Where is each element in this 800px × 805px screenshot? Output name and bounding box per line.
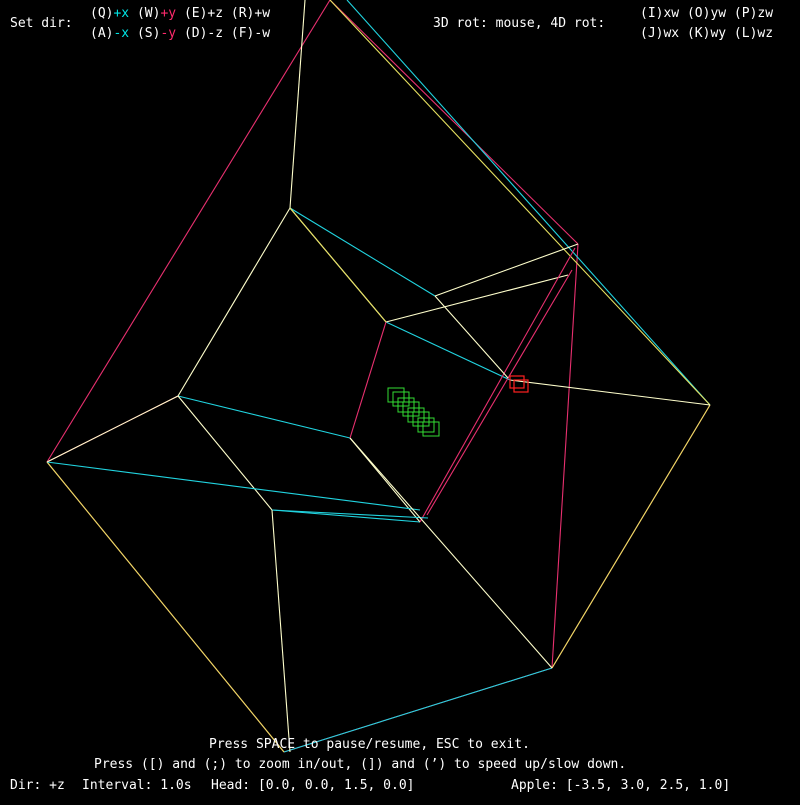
dir-minus-z: -z [207,26,224,41]
dir-plus-z: +z [207,6,224,21]
snake-segment [412,411,430,427]
snake-segment [422,421,440,437]
tesseract-edge [46,461,285,753]
tesseract-edge [551,243,579,669]
tesseract-edge [46,461,421,511]
tesseract-edge [289,207,436,297]
snake-segment [387,387,405,403]
dir-minus-y: -y [160,26,177,41]
tesseract-edge [434,295,509,379]
tesseract-edge [177,207,291,397]
help-pause-exit: Press SPACE to pause/resume, ESC to exit… [209,737,530,752]
snake-segment [407,407,425,423]
tesseract-edge [283,667,553,753]
snake-segment [402,401,420,417]
key-d: (D) [183,26,208,41]
dir-plus-y: +y [160,6,177,21]
dir-keys-row-negative: (A)-x (S)-y (D)-z (F)-w [90,24,270,44]
tesseract-edge [509,379,711,406]
tesseract-edge [46,0,331,463]
tesseract-edge [349,437,553,669]
tesseract-edge [426,269,573,516]
snake-segment [417,417,435,433]
dir-minus-x: -x [113,26,130,41]
tesseract-edge [329,0,579,245]
tesseract-edge [271,509,291,753]
rotation-label: 3D rot: mouse, 4D rot: [433,16,606,31]
key-r: (R) [230,6,255,21]
snake-segment [397,397,415,413]
tesseract-edge [346,0,711,406]
status-head: Head: [0.0, 0.0, 1.5, 0.0] [211,778,415,793]
tesseract-edge [289,207,387,323]
key-a: (A) [90,26,114,41]
tesseract-edge [385,274,569,323]
tesseract-edge [177,395,273,511]
key-s: (S) [136,26,161,41]
key-e: (E) [183,6,208,21]
key-w: (W) [136,6,161,21]
key-f: (F) [230,26,255,41]
rotation-keys-row1: (I)xw (O)yw (P)zw [640,6,774,21]
apple-cube [513,379,529,393]
dir-plus-w: +w [254,6,271,21]
tesseract-edge [46,395,179,463]
tesseract-edge [271,509,429,519]
tesseract-edge [385,321,511,381]
tesseract-edge [551,404,711,669]
rotation-keys-row2: (J)wx (K)wy (L)wz [640,26,774,41]
snake-segment [392,391,410,407]
status-apple: Apple: [-3.5, 3.0, 2.5, 1.0] [511,778,731,793]
tesseract-edge [177,395,351,439]
tesseract-edge [419,247,576,523]
status-direction: Dir: +z [10,778,65,793]
apple [509,375,529,393]
tesseract-edge [271,509,421,523]
key-q: (Q) [90,6,114,21]
dir-keys-row-positive: (Q)+x (W)+y (E)+z (R)+w [90,4,270,24]
status-interval: Interval: 1.0s [82,778,192,793]
dir-plus-x: +x [113,6,130,21]
apple-cube [509,375,525,389]
tesseract-edge [289,0,306,209]
set-dir-label: Set dir: [10,16,73,31]
tesseract-edge [434,243,579,297]
tesseract-edge [349,321,387,439]
tesseract-edge [329,0,711,406]
help-zoom-speed: Press ([) and (;) to zoom in/out, (]) an… [94,757,627,772]
snake-body [387,387,440,437]
dir-minus-w: -w [254,26,271,41]
